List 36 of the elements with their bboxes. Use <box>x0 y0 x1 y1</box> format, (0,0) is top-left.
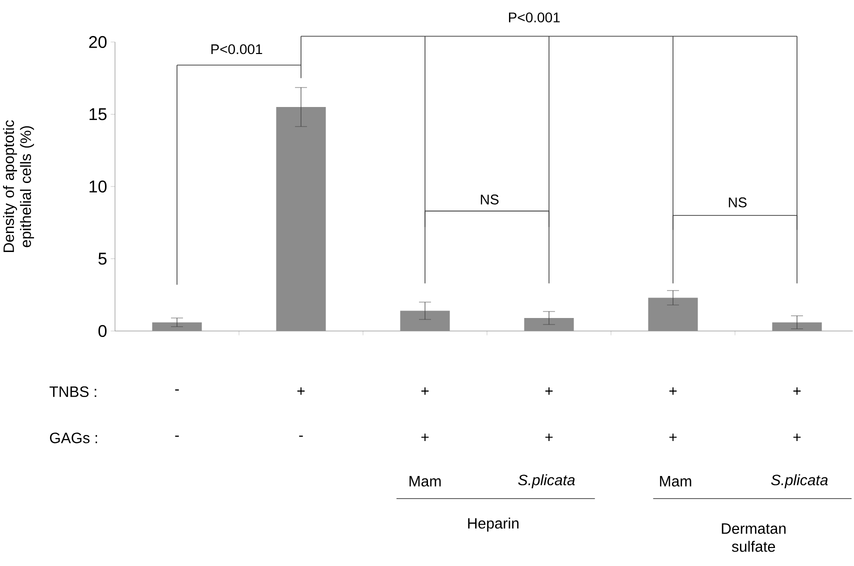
y-axis-title: Density of apoptotic epithelial cells (%) <box>3 120 34 252</box>
text: GAGs : <box>50 432 98 444</box>
y-tick-label: 15 <box>90 108 107 120</box>
annotation: P<0.001 <box>211 44 262 54</box>
y-tick-label: 5 <box>98 252 107 265</box>
text: TNBS : <box>50 386 96 397</box>
bar <box>772 322 822 331</box>
text: S.plicata <box>771 474 828 488</box>
bar <box>152 322 202 331</box>
annotation: NS <box>480 194 499 204</box>
text: + <box>421 434 429 441</box>
text: - <box>299 436 303 437</box>
bar <box>400 310 450 331</box>
text: + <box>669 434 677 441</box>
text: - <box>175 436 179 437</box>
text: + <box>793 387 801 395</box>
y-tick-label: 10 <box>90 180 107 193</box>
text: + <box>545 387 553 395</box>
annotation: NS <box>728 197 747 208</box>
text: + <box>421 387 429 395</box>
text: Mam <box>660 476 692 487</box>
text: Dermatan sulfate <box>722 523 786 552</box>
bar <box>524 318 574 331</box>
y-tick-label: 20 <box>89 36 107 48</box>
bar <box>648 298 698 331</box>
text: Mam <box>410 476 441 487</box>
text: P<0.001 <box>509 12 560 22</box>
text: Heparin <box>468 518 518 532</box>
text: + <box>545 434 553 441</box>
text: + <box>669 387 677 395</box>
text: S.plicata <box>518 474 575 488</box>
bar <box>276 107 326 331</box>
y-tick-label: 0 <box>98 324 107 338</box>
text: - <box>175 389 179 391</box>
text: + <box>793 434 801 441</box>
text: + <box>297 387 305 395</box>
